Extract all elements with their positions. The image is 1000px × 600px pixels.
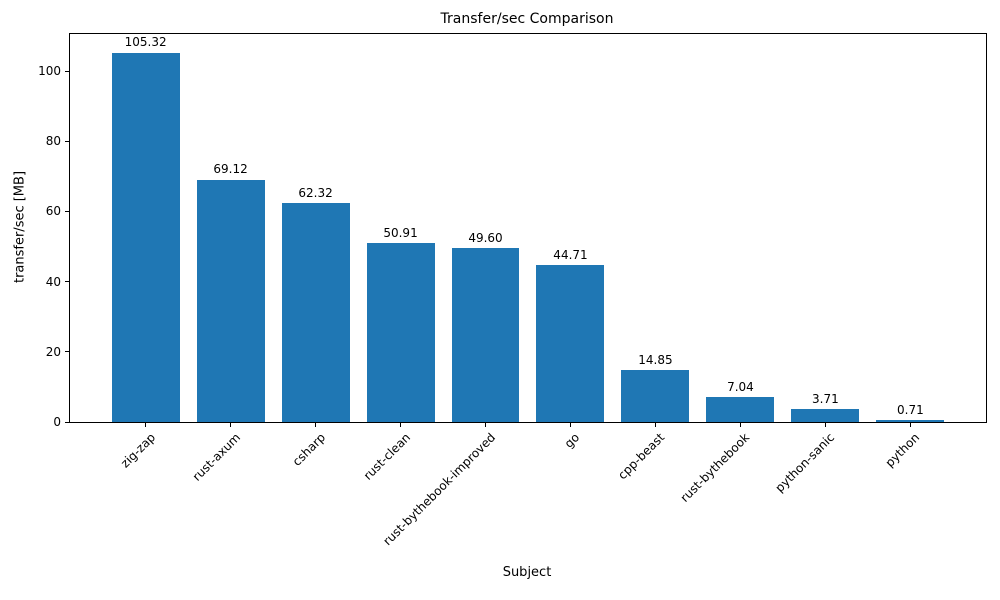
x-tick-mark <box>739 423 741 427</box>
x-tick-mark <box>569 423 571 427</box>
bar-value-label: 50.91 <box>383 226 418 241</box>
bar <box>196 179 265 422</box>
x-tick-label: python <box>882 430 923 470</box>
bar <box>451 247 520 422</box>
bar-value-label: 62.32 <box>298 186 333 201</box>
x-tick-label: cpp-beast <box>615 430 668 483</box>
x-tick-mark <box>230 423 232 427</box>
bar <box>281 203 350 422</box>
x-tick-label: rust-axum <box>189 430 243 484</box>
y-tick-mark <box>65 281 69 283</box>
chart-title: Transfer/sec Comparison <box>440 11 614 27</box>
plot-area: 105.32 69.12 62.32 50.91 49.60 44.71 14.85 7.04… <box>69 33 987 423</box>
y-tick-label: 0 <box>53 415 61 429</box>
x-tick-mark <box>315 423 317 427</box>
y-tick-mark <box>65 70 69 72</box>
y-tick-label: 60 <box>45 204 61 219</box>
bar-value-label: 3.71 <box>812 391 839 406</box>
y-tick-label: 40 <box>45 274 61 289</box>
bar <box>621 369 690 422</box>
bar-value-label: 105.32 <box>124 35 167 50</box>
x-tick-mark <box>654 423 656 427</box>
bar <box>791 408 860 422</box>
y-tick-mark <box>65 140 69 142</box>
y-tick-mark <box>65 351 69 353</box>
x-tick-mark <box>400 423 402 427</box>
y-tick-mark <box>65 421 69 423</box>
x-tick-label: zig-zap <box>117 430 158 471</box>
x-tick-mark <box>824 423 826 427</box>
bar <box>706 397 775 422</box>
bar-value-label: 0.71 <box>897 402 924 417</box>
bar-value-label: 14.85 <box>638 352 673 367</box>
x-tick-label: rust-clean <box>360 430 413 483</box>
x-tick-mark <box>909 423 911 427</box>
bar <box>366 243 435 422</box>
x-tick-label: go <box>562 430 583 451</box>
x-tick-label: python-sanic <box>772 430 838 495</box>
x-tick-label: csharp <box>289 430 328 469</box>
bar-value-label: 44.71 <box>553 248 588 263</box>
x-axis-label: Subject <box>502 565 552 580</box>
bar-value-label: 7.04 <box>727 380 754 395</box>
bar <box>876 419 945 422</box>
y-tick-label: 100 <box>38 64 61 79</box>
bar-value-label: 69.12 <box>213 162 248 177</box>
y-axis-label: transfer/sec [MB] <box>12 170 28 284</box>
bar <box>111 52 180 422</box>
x-tick-label: rust-bythebook <box>678 430 753 505</box>
y-tick-mark <box>65 210 69 212</box>
y-tick-label: 20 <box>45 344 61 359</box>
bar <box>536 265 605 422</box>
x-tick-mark <box>145 423 147 427</box>
y-tick-label: 80 <box>45 134 61 149</box>
x-tick-mark <box>485 423 486 427</box>
bar-value-label: 49.60 <box>468 230 503 245</box>
